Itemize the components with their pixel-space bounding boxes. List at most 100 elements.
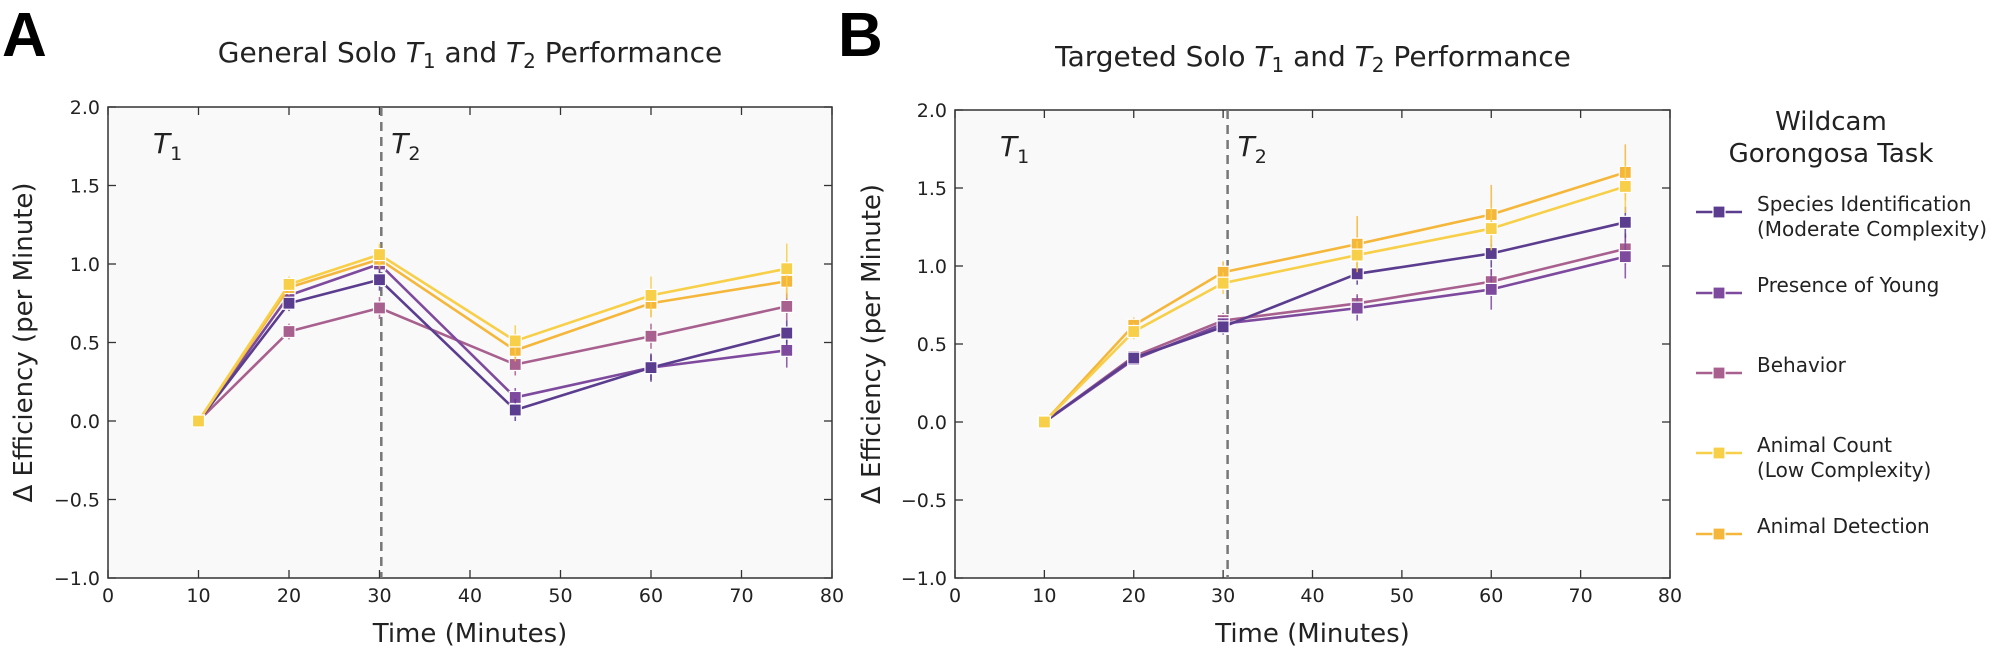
phase-label-letter: T	[391, 127, 410, 160]
legend-swatch-marker	[1712, 286, 1726, 300]
data-point	[372, 247, 387, 262]
title-t2: T	[1355, 40, 1374, 73]
x-tick-label: 80	[820, 585, 844, 607]
panel-letter: A	[2, 1, 47, 70]
data-point	[372, 273, 387, 287]
title-sub1: 1	[423, 49, 436, 73]
phase-label-sub: 1	[170, 143, 182, 165]
title-prefix: General Solo	[218, 36, 406, 69]
chart-title: General Solo T1 and T2 Performance	[218, 36, 722, 73]
x-tick-label: 0	[949, 585, 961, 607]
data-point	[1618, 215, 1632, 229]
y-tick-label: −1.0	[54, 568, 100, 590]
series-line	[197, 253, 788, 422]
legend-label: (Low Complexity)	[1757, 458, 1931, 482]
data-point	[1216, 320, 1230, 334]
legend-title-line: Wildcam	[1775, 107, 1887, 137]
y-tick-label: 1.5	[917, 178, 947, 200]
y-tick-label: −0.5	[54, 490, 100, 512]
x-tick-label: 80	[1658, 585, 1682, 607]
data-point	[644, 361, 658, 375]
legend-label: Presence of Young	[1757, 273, 1939, 297]
x-tick-label: 30	[367, 585, 391, 607]
y-tick-label: 2.0	[70, 97, 100, 119]
phase-label-t2: T2	[1238, 130, 1267, 168]
series-line	[1043, 221, 1626, 424]
phase-label-sub: 2	[1255, 146, 1267, 168]
x-tick-label: 50	[548, 585, 572, 607]
phase-label-t1: T1	[153, 127, 182, 165]
data-point	[644, 329, 658, 343]
x-tick-label: 60	[1479, 585, 1503, 607]
data-point	[508, 403, 522, 417]
y-tick-label: 0.0	[70, 411, 100, 433]
x-tick-label: 10	[1032, 585, 1056, 607]
legend-label: Species Identification	[1757, 192, 1971, 216]
data-point	[1037, 415, 1051, 429]
series-line	[197, 305, 788, 422]
series-3	[1037, 159, 1632, 429]
data-point	[282, 324, 296, 339]
series-3	[191, 243, 794, 428]
data-point	[1350, 301, 1364, 315]
title-t2: T	[506, 36, 525, 69]
y-tick-label: 1.0	[917, 256, 947, 278]
x-tick-label: 40	[1300, 585, 1324, 607]
title-sub2: 2	[1372, 53, 1385, 77]
x-tick-label: 70	[1569, 585, 1593, 607]
x-tick-label: 20	[1122, 585, 1146, 607]
y-tick-label: 0.5	[917, 334, 947, 356]
legend-swatch-marker	[1712, 527, 1726, 541]
legend-title-line: Gorongosa Task	[1729, 139, 1934, 169]
data-point	[780, 343, 794, 357]
data-point	[191, 414, 206, 428]
data-point	[1127, 351, 1141, 365]
y-tick-label: 0.0	[917, 412, 947, 434]
title-sub1: 1	[1271, 53, 1284, 77]
series-line	[1043, 171, 1626, 423]
data-point	[1350, 248, 1364, 262]
legend-swatch-marker	[1712, 366, 1726, 380]
legend-label: (Moderate Complexity)	[1757, 217, 1987, 241]
panel-letter: B	[838, 1, 883, 70]
series-line	[1043, 185, 1626, 423]
series-line	[197, 278, 788, 422]
data-point	[1618, 179, 1632, 194]
phase-label-letter: T	[1000, 130, 1019, 163]
x-tick-label: 60	[639, 585, 663, 607]
data-point	[508, 334, 522, 348]
legend-swatch-marker	[1712, 205, 1726, 219]
series-line	[197, 257, 787, 422]
title-prefix: Targeted Solo	[1054, 40, 1254, 73]
data-point	[780, 326, 794, 340]
y-tick-label: 2.0	[917, 100, 947, 122]
legend-label: Behavior	[1757, 353, 1847, 377]
y-tick-label: −0.5	[901, 490, 947, 512]
x-tick-label: 30	[1211, 585, 1235, 607]
data-point	[780, 299, 794, 313]
data-point	[1618, 250, 1632, 264]
phase-label-letter: T	[1238, 130, 1257, 163]
x-tick-label: 40	[458, 585, 482, 607]
y-tick-label: −1.0	[901, 568, 947, 590]
legend-swatch-marker	[1712, 446, 1726, 460]
phase-label-letter: T	[153, 127, 172, 160]
legend-label: Animal Detection	[1757, 514, 1930, 538]
panel-b: B Targeted Solo T1 and T2 Performance 0 10 2…	[838, 1, 1682, 649]
legend-label: Animal Count	[1757, 433, 1892, 457]
title-mid: and	[436, 36, 506, 69]
data-point	[780, 262, 794, 276]
data-point	[282, 296, 296, 310]
plot-area	[108, 107, 832, 578]
series-0	[1037, 206, 1632, 429]
data-point	[1216, 276, 1230, 290]
y-tick-label: 1.5	[70, 176, 100, 198]
title-t1: T	[1254, 40, 1273, 73]
phase-label-t2: T2	[391, 127, 420, 165]
title-sub2: 2	[523, 49, 536, 73]
series-line	[197, 262, 787, 422]
chart-title: Targeted Solo T1 and T2 Performance	[1054, 40, 1571, 77]
